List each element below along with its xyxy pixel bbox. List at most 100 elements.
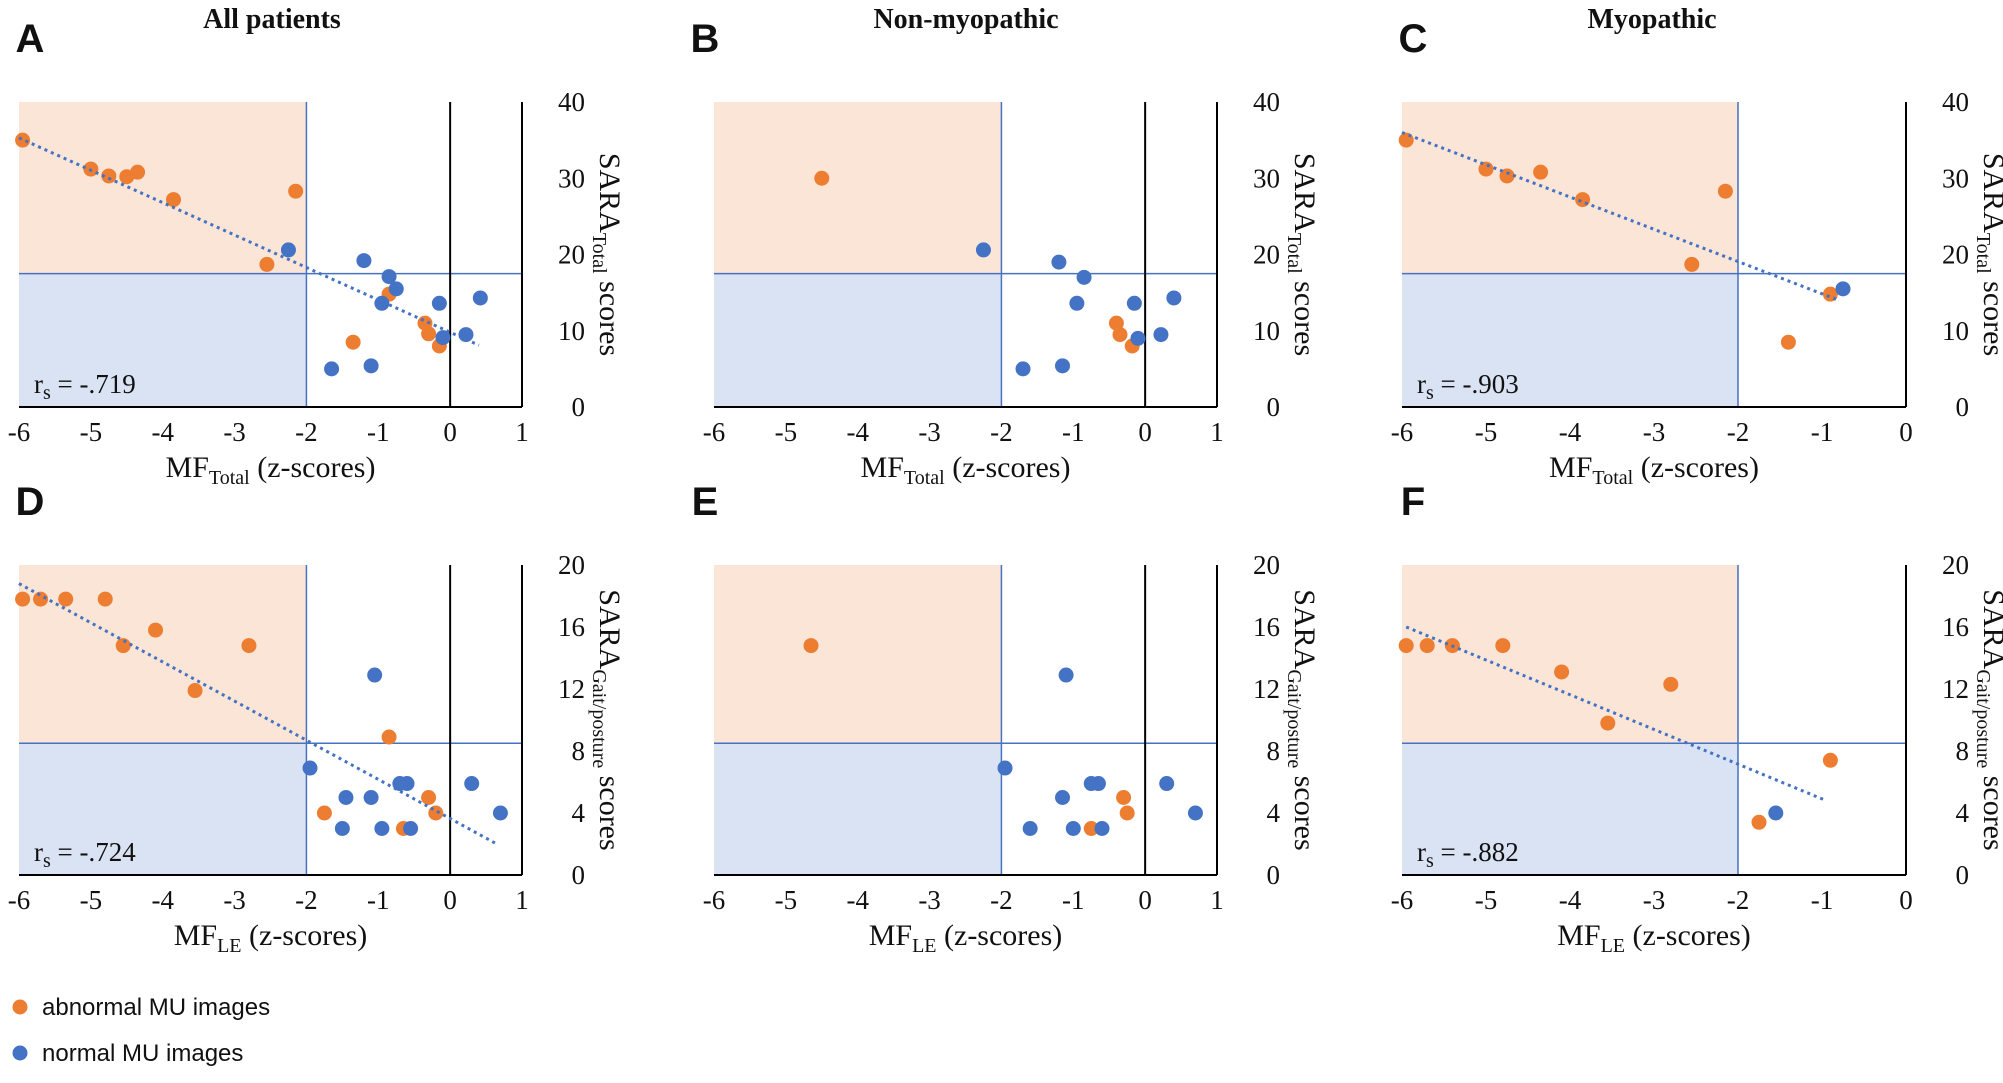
normal-point bbox=[1187, 805, 1203, 821]
normal-point bbox=[464, 776, 480, 792]
x-tick-label: -4 bbox=[151, 885, 174, 915]
abnormal-point bbox=[33, 591, 49, 607]
abnormal-point bbox=[1116, 790, 1132, 805]
abnormal-point bbox=[345, 334, 361, 350]
abnormal-region bbox=[714, 102, 1002, 274]
abnormal-point bbox=[241, 638, 257, 654]
abnormal-point bbox=[1495, 638, 1511, 654]
abnormal-point bbox=[814, 170, 830, 186]
abnormal-point bbox=[316, 805, 332, 821]
normal-point bbox=[363, 358, 379, 374]
normal-point bbox=[1022, 821, 1038, 836]
y-tick-label: 10 bbox=[1253, 316, 1280, 346]
abnormal-region bbox=[1402, 565, 1738, 744]
abnormal-point bbox=[58, 591, 74, 607]
x-axis-label: MFTotal (z-scores) bbox=[166, 451, 376, 489]
correlation-label: rs = -.724 bbox=[34, 837, 136, 872]
normal-point bbox=[1130, 330, 1146, 346]
y-tick-label: 12 bbox=[1942, 674, 1969, 704]
correlation-symbol: r bbox=[34, 837, 43, 867]
y-tick-label: 20 bbox=[558, 550, 585, 580]
normal-point bbox=[374, 295, 390, 311]
y-tick-label: 8 bbox=[572, 736, 586, 766]
x-tick-label: -5 bbox=[775, 417, 798, 447]
y-axis-label-main: SARA bbox=[593, 153, 626, 233]
normal-point bbox=[280, 242, 296, 258]
abnormal-point bbox=[1419, 638, 1435, 654]
x-axis-label-tail: (z-scores) bbox=[937, 919, 1063, 952]
x-tick-label: -2 bbox=[990, 417, 1013, 447]
x-axis-label: MFLE (z-scores) bbox=[1557, 919, 1751, 957]
abnormal-point bbox=[1398, 638, 1414, 654]
panel-f: -6 -5 -4 -3 -2 -1 0 0 4 8 12 16 20 MFLE (z-scores) SAR… bbox=[1391, 480, 2003, 957]
y-tick-label: 0 bbox=[1956, 392, 1970, 422]
normal-point bbox=[1094, 821, 1110, 836]
abnormal-point bbox=[428, 805, 444, 821]
normal-point bbox=[334, 821, 350, 836]
x-axis-label: MFTotal (z-scores) bbox=[861, 451, 1071, 489]
legend-label-abnormal: abnormal MU images bbox=[42, 994, 270, 1021]
y-axis-label-main: SARA bbox=[1288, 153, 1321, 233]
y-axis-label-tail: scores bbox=[1977, 768, 2003, 850]
normal-point bbox=[324, 361, 340, 377]
x-axis-label: MFLE (z-scores) bbox=[869, 919, 1063, 957]
y-axis-label-main: SARA bbox=[1288, 589, 1321, 669]
x-tick-label: -2 bbox=[1727, 885, 1750, 915]
y-axis-label-main: SARA bbox=[1977, 153, 2003, 233]
trendline bbox=[1405, 625, 1827, 802]
x-axis-label-main: MF bbox=[1549, 451, 1592, 484]
x-axis-label-tail: (z-scores) bbox=[1625, 919, 1751, 952]
x-tick-label: -1 bbox=[1062, 417, 1085, 447]
x-tick-label: -2 bbox=[1727, 417, 1750, 447]
normal-point bbox=[975, 242, 991, 258]
y-tick-label: 30 bbox=[1942, 163, 1969, 193]
y-tick-label: 0 bbox=[572, 860, 586, 890]
normal-region bbox=[19, 743, 307, 875]
x-tick-label: -3 bbox=[1643, 417, 1666, 447]
y-tick-label: 20 bbox=[1942, 240, 1969, 270]
y-axis-label: SARAGait/posture scores bbox=[1972, 589, 2003, 850]
normal-point bbox=[1069, 295, 1085, 311]
x-axis-label-tail: (z-scores) bbox=[1633, 451, 1759, 484]
x-tick-label: -5 bbox=[80, 417, 103, 447]
legend: abnormal MU images normal MU images bbox=[12, 994, 270, 1067]
x-tick-label: -6 bbox=[8, 885, 31, 915]
panel-letter-c: C bbox=[1399, 17, 1428, 61]
x-tick-label: -4 bbox=[1559, 885, 1582, 915]
y-axis-label-sub: Total bbox=[588, 233, 610, 274]
normal-region bbox=[714, 743, 1002, 875]
y-axis-label-sub: Gait/posture bbox=[588, 669, 610, 768]
column-title-non-myopathic: Non-myopathic bbox=[873, 4, 1058, 35]
normal-point bbox=[356, 253, 372, 269]
correlation-value: = -.719 bbox=[51, 369, 136, 399]
x-tick-label: 0 bbox=[1899, 417, 1913, 447]
x-tick-label: 0 bbox=[1138, 885, 1152, 915]
normal-point bbox=[363, 790, 379, 805]
normal-point bbox=[381, 269, 397, 285]
column-title-myopathic: Myopathic bbox=[1587, 4, 1716, 35]
x-axis-label-main: MF bbox=[166, 451, 209, 484]
x-tick-label: -6 bbox=[1391, 885, 1414, 915]
normal-point bbox=[388, 281, 404, 297]
correlation-label: rs = -.719 bbox=[34, 369, 136, 404]
abnormal-point bbox=[1112, 327, 1128, 343]
x-axis-label-main: MF bbox=[1557, 919, 1600, 952]
x-tick-label: -1 bbox=[367, 885, 390, 915]
panel-letter-d: D bbox=[16, 480, 45, 524]
abnormal-point bbox=[1499, 168, 1515, 184]
normal-point bbox=[1058, 667, 1074, 683]
y-tick-label: 20 bbox=[1253, 240, 1280, 270]
abnormal-point bbox=[1663, 676, 1679, 692]
column-title-all-patients: All patients bbox=[203, 4, 341, 35]
x-tick-label: -3 bbox=[918, 417, 941, 447]
correlation-value: = -.903 bbox=[1434, 369, 1519, 399]
x-axis-label: MFTotal (z-scores) bbox=[1549, 451, 1759, 489]
x-tick-label: 1 bbox=[1210, 885, 1224, 915]
normal-point bbox=[1051, 254, 1067, 270]
y-tick-label: 4 bbox=[1267, 798, 1281, 828]
x-axis-label-main: MF bbox=[869, 919, 912, 952]
abnormal-point bbox=[1751, 814, 1767, 830]
normal-point bbox=[458, 327, 474, 343]
abnormal-point bbox=[1822, 752, 1838, 768]
panel-letter-a: A bbox=[16, 17, 45, 61]
